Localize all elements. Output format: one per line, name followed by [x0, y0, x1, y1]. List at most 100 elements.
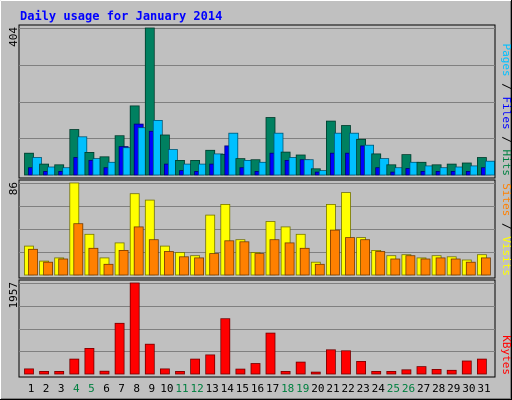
bar-kbytes-day-2	[39, 370, 49, 375]
bar-kbytes-day-31	[476, 358, 487, 375]
x-label-day-23: 23	[357, 382, 370, 395]
x-label-day-27: 27	[417, 382, 430, 395]
series-legend-hits-files-pages: Pages / Files / Hits	[500, 44, 512, 177]
x-label-day-17: 17	[266, 382, 279, 395]
bar-kbytes-day-15	[235, 368, 246, 375]
bar-sites-day-19	[299, 247, 310, 276]
bar-kbytes-day-14	[220, 318, 231, 375]
y-max-label: 86	[7, 182, 20, 195]
bar-sites-day-11	[179, 256, 189, 276]
bar-kbytes-day-5	[84, 347, 95, 375]
bar-sites-day-1	[28, 248, 38, 276]
bar-sites-day-15	[239, 241, 250, 276]
bar-kbytes-day-23	[356, 360, 367, 375]
x-label-day-6: 6	[103, 382, 110, 395]
bar-kbytes-day-29	[446, 369, 457, 375]
bar-kbytes-day-22	[341, 350, 351, 375]
bar-kbytes-day-27	[416, 366, 427, 375]
legend-separator: /	[500, 216, 512, 236]
bar-sites-day-22	[345, 237, 355, 276]
x-label-day-26: 26	[402, 382, 415, 395]
bar-kbytes-day-10	[159, 368, 170, 375]
x-axis-day-labels: 1 2 3 4 5 6 7 8 9 10 11 12 13 14 15 16 17 18 19 20 21 22 23 24 2…	[28, 382, 491, 395]
bar-sites-day-2	[43, 261, 53, 276]
x-label-day-28: 28	[432, 382, 445, 395]
bar-kbytes-day-21	[325, 349, 336, 375]
y-max-label: 1957	[7, 282, 20, 309]
bar-kbytes-day-25	[386, 370, 397, 375]
x-label-day-4: 4	[73, 382, 80, 395]
x-label-day-24: 24	[372, 382, 386, 395]
bar-sites-day-26	[405, 255, 416, 276]
bar-sites-day-5	[88, 247, 99, 276]
bar-sites-day-20	[314, 263, 325, 276]
x-label-day-14: 14	[221, 382, 235, 395]
bar-sites-day-3	[58, 258, 69, 276]
bar-sites-day-24	[375, 251, 386, 276]
legend-separator: /	[500, 130, 512, 150]
bar-kbytes-day-7	[114, 322, 125, 375]
bar-sites-day-31	[480, 257, 491, 276]
bar-sites-day-14	[224, 240, 235, 276]
x-label-day-22: 22	[341, 382, 354, 395]
bar-kbytes-day-18	[280, 370, 291, 375]
x-label-day-19: 19	[296, 382, 309, 395]
bar-kbytes-day-30	[461, 360, 472, 375]
bar-kbytes-day-13	[205, 354, 216, 375]
panel-kbytes: 1957 KBytes	[7, 279, 512, 378]
bar-kbytes-day-28	[431, 368, 442, 375]
legend-separator: /	[500, 77, 512, 97]
bar-sites-day-23	[360, 239, 371, 276]
bar-kbytes-day-4	[69, 358, 80, 375]
x-label-day-20: 20	[311, 382, 324, 395]
x-label-day-11: 11	[175, 382, 188, 395]
bar-sites-day-17	[269, 239, 280, 276]
x-label-day-9: 9	[148, 382, 155, 395]
bar-sites-day-30	[465, 261, 476, 276]
x-label-day-21: 21	[326, 382, 339, 395]
x-label-day-3: 3	[58, 382, 65, 395]
legend-visits: Visits	[500, 236, 512, 276]
chart-title: Daily usage for January 2014	[20, 9, 222, 23]
bar-sites-day-6	[103, 263, 114, 276]
x-label-day-16: 16	[251, 382, 264, 395]
bar-kbytes-day-20	[310, 371, 321, 375]
legend-files: Files	[500, 97, 512, 130]
x-label-day-5: 5	[88, 382, 95, 395]
x-label-day-8: 8	[133, 382, 140, 395]
panel-box	[18, 279, 496, 378]
x-label-day-12: 12	[190, 382, 203, 395]
bar-sites-day-21	[329, 229, 340, 276]
panel-visits-sites: 86 Sites / Visits	[7, 179, 512, 279]
x-label-day-25: 25	[387, 382, 400, 395]
x-label-day-30: 30	[462, 382, 475, 395]
legend-pages: Pages	[500, 44, 512, 77]
x-label-day-10: 10	[160, 382, 173, 395]
bar-sites-day-27	[420, 258, 431, 276]
bar-sites-day-10	[163, 251, 174, 276]
bar-sites-day-8	[133, 226, 144, 276]
y-max-label: 404	[7, 27, 20, 47]
x-label-day-15: 15	[236, 382, 249, 395]
x-label-day-1: 1	[28, 382, 35, 395]
legend-kbytes: KBytes	[500, 335, 512, 375]
bar-pages-day-31	[484, 160, 495, 176]
bar-kbytes-day-6	[99, 370, 110, 375]
panel-hits-files-pages: 404 Pages / Files / Hits	[7, 24, 512, 179]
bar-sites-day-13	[209, 253, 220, 276]
bar-sites-day-18	[284, 242, 295, 276]
series-legend-visits-sites: Sites / Visits	[500, 183, 512, 276]
chart-panels: 404 Pages / Files / Hits 86 Sites / Visits 1…	[7, 24, 512, 378]
bar-kbytes-day-3	[54, 370, 65, 375]
bar-sites-day-4	[73, 223, 84, 276]
bar-kbytes-day-17	[265, 332, 276, 375]
bar-kbytes-day-19	[295, 361, 306, 375]
bar-sites-day-7	[118, 249, 129, 276]
x-label-day-13: 13	[206, 382, 219, 395]
legend-sites: Sites	[500, 183, 512, 216]
bar-kbytes-day-11	[175, 370, 185, 375]
bar-sites-day-25	[390, 258, 401, 276]
x-label-day-18: 18	[281, 382, 294, 395]
bar-kbytes-day-16	[250, 363, 261, 375]
